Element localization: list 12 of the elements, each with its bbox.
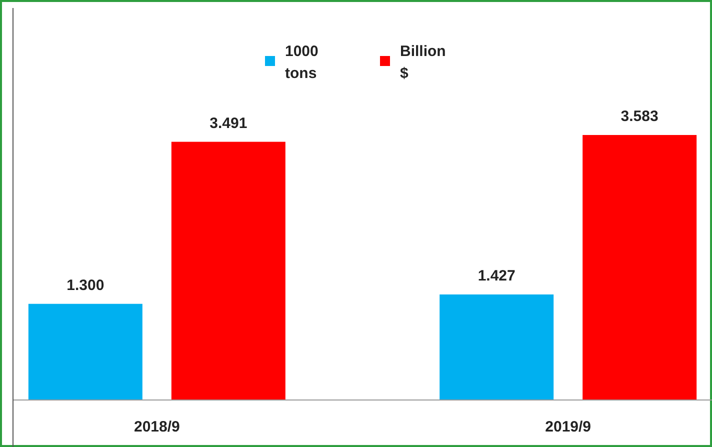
data-label: 3.583 [620,108,658,125]
x-tick-label: 2018/9 [134,418,180,436]
data-label: 1.427 [478,267,516,284]
bar [171,142,286,400]
data-label: 1.300 [66,276,104,294]
bar [28,304,142,400]
x-tick-label: 2019/9 [545,418,592,436]
legend-label: Billion $ [400,43,446,82]
bar [440,294,554,400]
bar [582,134,697,400]
data-label: 3.491 [210,114,248,132]
legend-label: 1000 tons [285,43,318,82]
